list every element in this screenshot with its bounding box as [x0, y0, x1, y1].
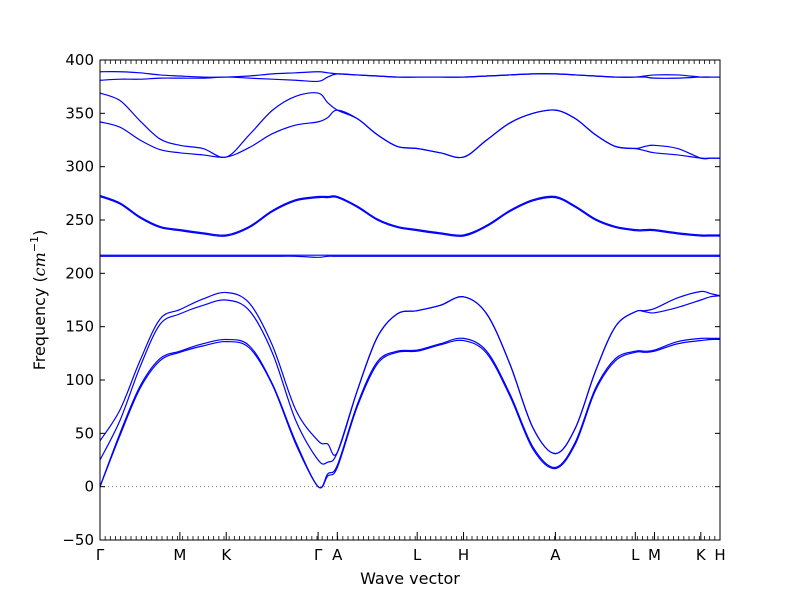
series-layer — [99, 71, 721, 489]
x-tick-label: H — [458, 546, 469, 564]
y-tick-label: 100 — [65, 371, 94, 389]
x-tick-label: M — [648, 546, 661, 564]
x-tick-label: A — [332, 546, 343, 564]
x-tick-label: A — [550, 546, 561, 564]
phonon-branch-2 — [99, 337, 720, 489]
y-tick-label: −50 — [62, 531, 94, 549]
x-tick-label: H — [714, 546, 725, 564]
y-axis-label-close: ) — [30, 230, 49, 236]
y-tick-label: 400 — [65, 51, 94, 69]
x-tick-label: Γ — [314, 546, 323, 564]
x-tick-label: M — [173, 546, 186, 564]
y-tick-label: 0 — [84, 478, 94, 496]
y-axis-label-exponent: −1 — [28, 236, 41, 252]
x-tick-label: K — [221, 546, 232, 564]
y-tick-label: 200 — [65, 264, 94, 282]
y-axis-label-unit: cm — [30, 252, 49, 276]
phonon-branch-10 — [99, 92, 720, 160]
x-axis-label: Wave vector — [360, 569, 460, 588]
y-tick-label: 250 — [65, 211, 94, 229]
phonon-branch-4 — [99, 290, 721, 456]
phonon-branch-5 — [100, 255, 720, 258]
phonon-branch-7 — [99, 195, 720, 237]
y-tick-label: 150 — [65, 318, 94, 336]
y-tick-label: 350 — [65, 104, 94, 122]
x-tick-label: L — [413, 546, 422, 564]
x-tick-label: L — [631, 546, 640, 564]
plot-background — [100, 60, 720, 540]
plot-frame — [99, 59, 721, 541]
phonon-branch-8 — [99, 194, 720, 236]
y-axis-label-text: Frequency ( — [30, 276, 49, 370]
x-tick-label: K — [696, 546, 707, 564]
y-axis-label: Frequency (cm−1) — [28, 230, 49, 371]
y-tick-label: 50 — [75, 424, 94, 442]
phonon-branch-1 — [99, 338, 721, 489]
y-tick-label: 300 — [65, 158, 94, 176]
phonon-branch-12 — [99, 71, 721, 78]
x-tick-label: Γ — [96, 546, 105, 564]
